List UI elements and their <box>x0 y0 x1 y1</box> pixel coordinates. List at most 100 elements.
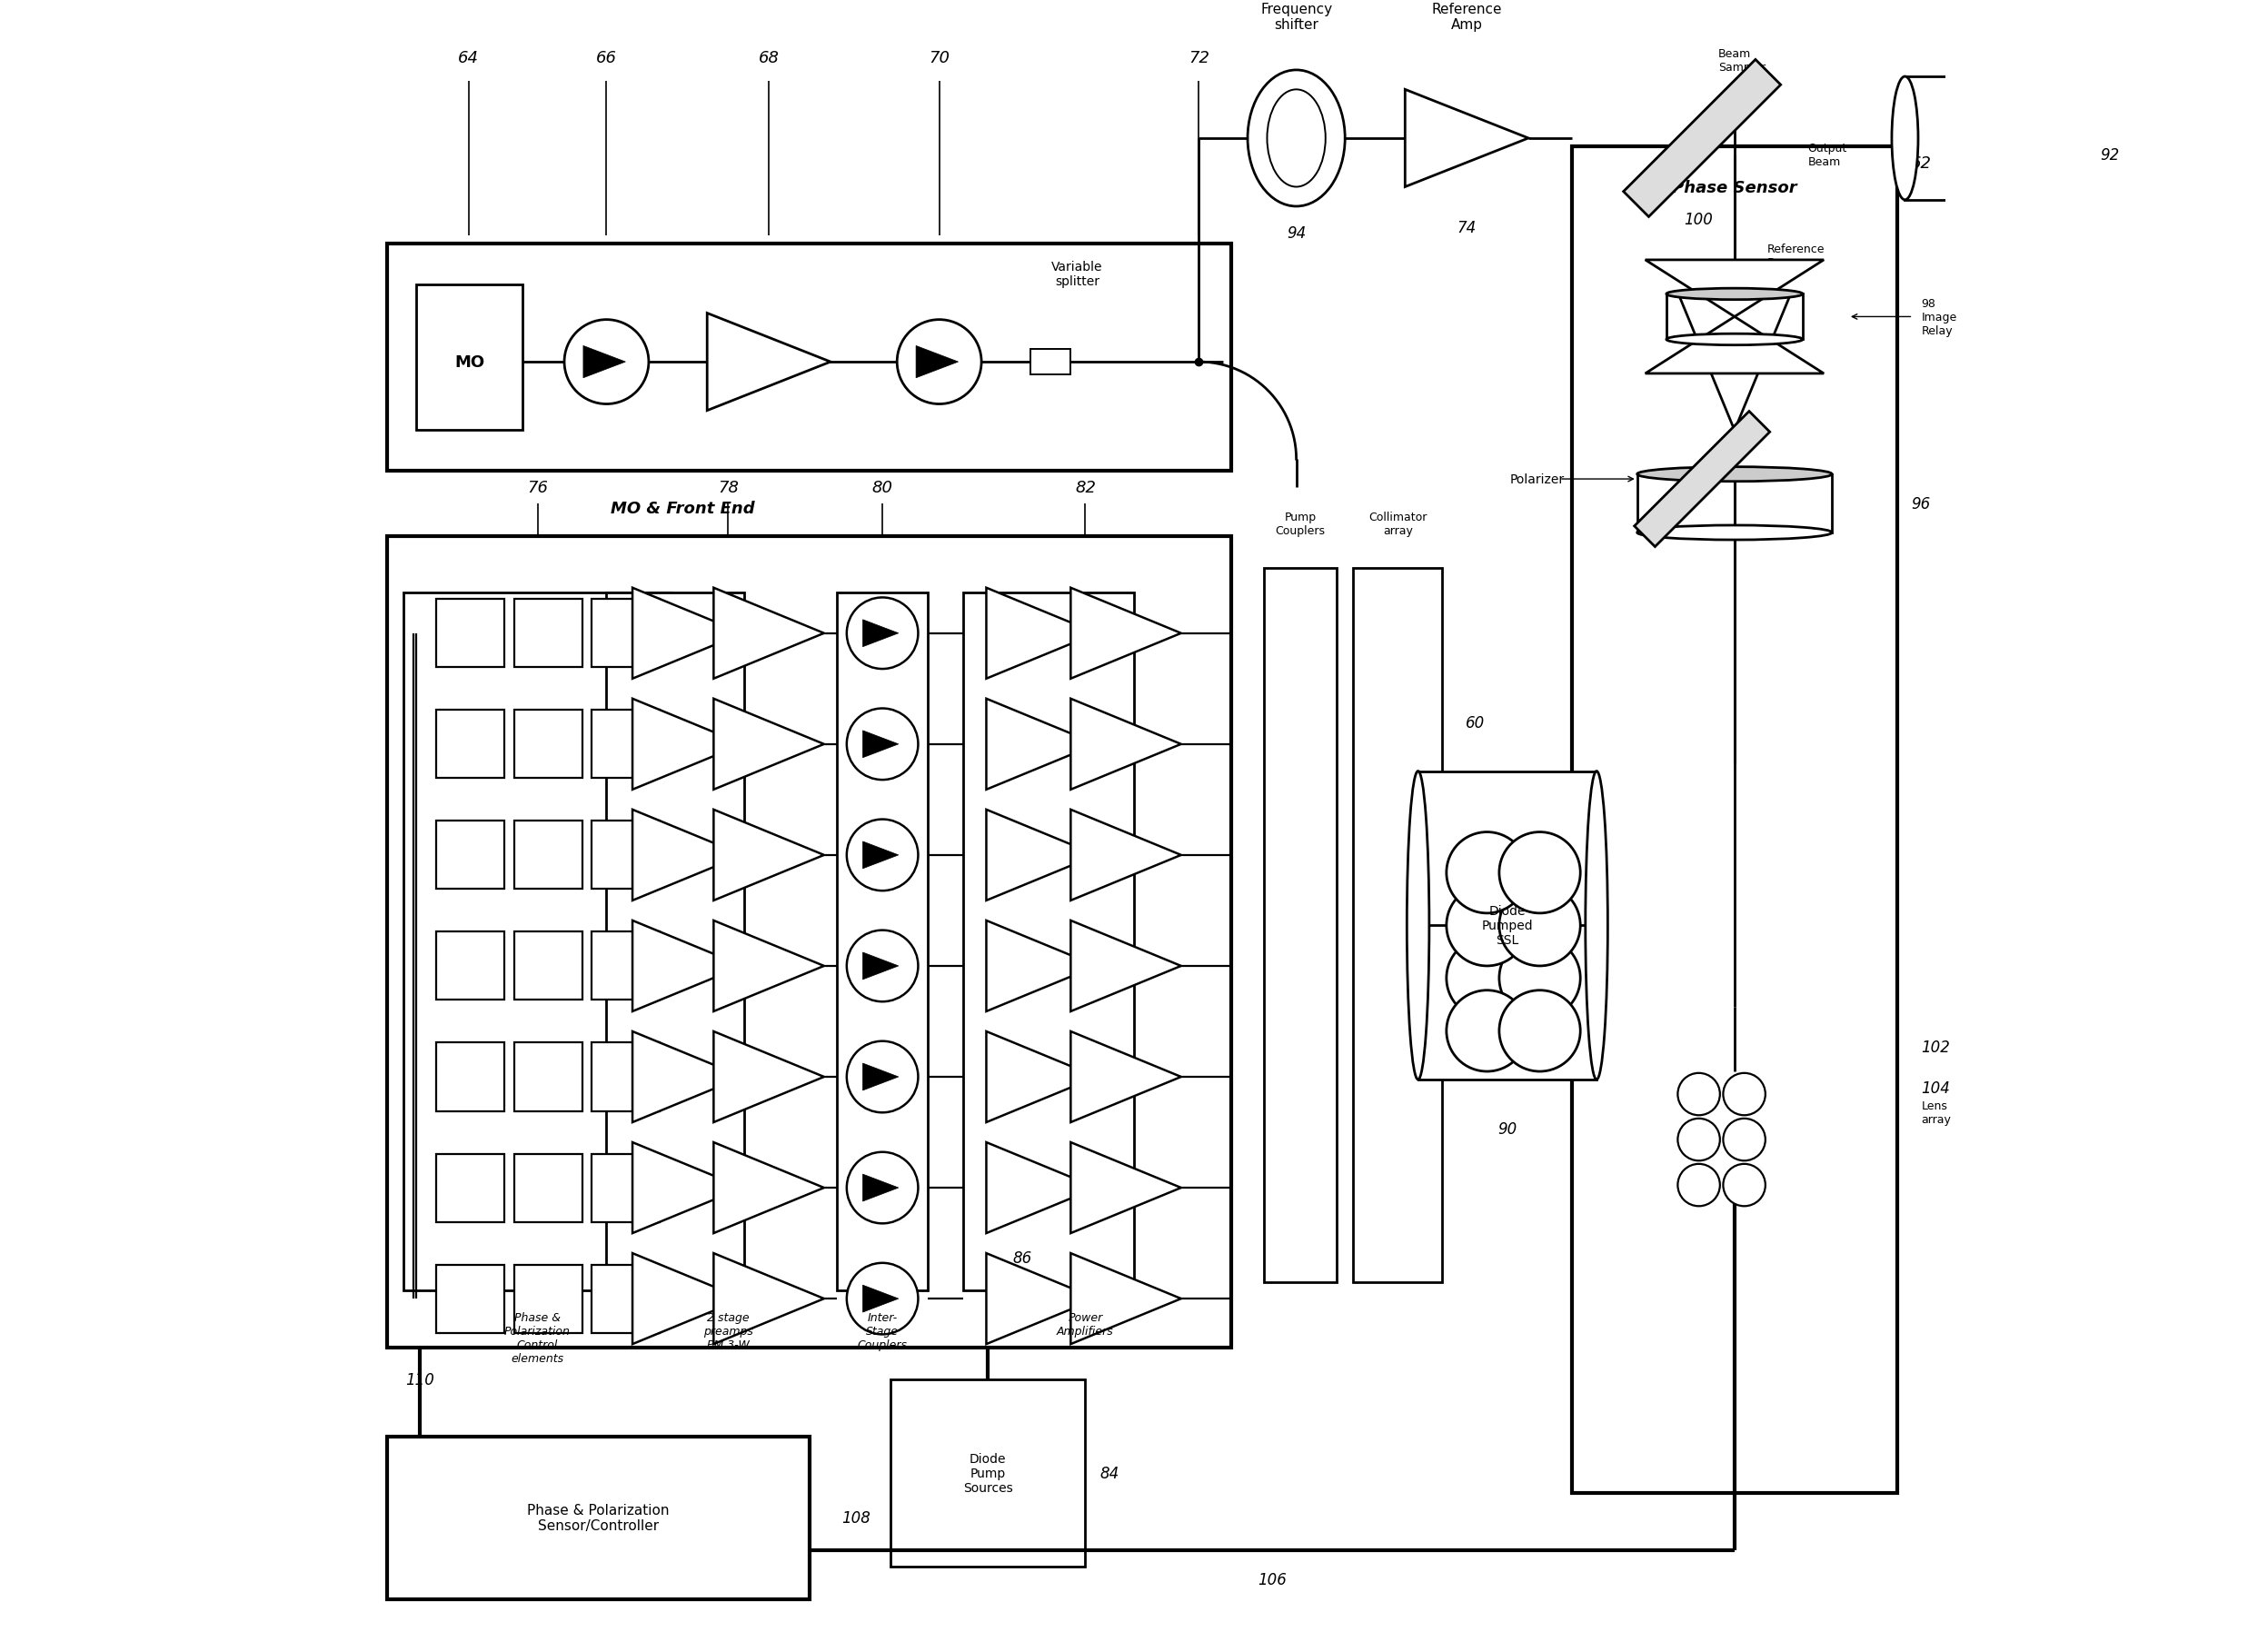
Bar <box>964 593 1134 1291</box>
Text: 60: 60 <box>1465 714 1486 731</box>
Text: Variable
splitter: Variable splitter <box>1052 261 1102 287</box>
Polygon shape <box>633 1031 744 1123</box>
Text: 94: 94 <box>1286 225 1306 241</box>
Bar <box>435 933 503 1000</box>
Text: 110: 110 <box>406 1371 435 1387</box>
Circle shape <box>565 320 649 404</box>
Polygon shape <box>987 1031 1098 1123</box>
Polygon shape <box>1070 588 1182 680</box>
Polygon shape <box>583 346 626 378</box>
Polygon shape <box>916 346 957 378</box>
Bar <box>515 599 583 668</box>
Text: 86: 86 <box>1012 1250 1032 1266</box>
Polygon shape <box>714 921 823 1011</box>
Polygon shape <box>708 314 830 410</box>
Circle shape <box>846 1153 919 1223</box>
Polygon shape <box>1070 699 1182 790</box>
Text: 100: 100 <box>1685 212 1712 228</box>
Text: Collimator
array: Collimator array <box>1368 511 1427 537</box>
Bar <box>435 1154 503 1222</box>
Circle shape <box>1447 990 1529 1072</box>
Bar <box>404 593 671 1291</box>
Polygon shape <box>714 1253 823 1345</box>
Bar <box>592 1043 660 1112</box>
Bar <box>1263 568 1336 1282</box>
Text: 88: 88 <box>1458 846 1479 862</box>
Polygon shape <box>987 588 1098 680</box>
Polygon shape <box>1070 1031 1182 1123</box>
Polygon shape <box>862 731 898 759</box>
Ellipse shape <box>1637 468 1833 483</box>
Ellipse shape <box>1892 77 1919 200</box>
Circle shape <box>1499 938 1581 1020</box>
Circle shape <box>1447 885 1529 965</box>
Polygon shape <box>714 699 823 790</box>
Polygon shape <box>862 952 898 980</box>
Text: Power
Amplifiers: Power Amplifiers <box>1057 1312 1114 1337</box>
Bar <box>435 1264 503 1333</box>
Text: 68: 68 <box>758 49 780 66</box>
Polygon shape <box>1406 90 1529 187</box>
Bar <box>435 711 503 778</box>
Text: Phase &
Polarization
Control
elements: Phase & Polarization Control elements <box>503 1312 572 1365</box>
Ellipse shape <box>1667 335 1803 346</box>
Ellipse shape <box>1585 772 1608 1080</box>
Polygon shape <box>1635 412 1769 547</box>
Text: 102: 102 <box>1921 1039 1950 1056</box>
Circle shape <box>846 709 919 780</box>
Circle shape <box>1499 885 1581 965</box>
Text: 70: 70 <box>930 49 950 66</box>
Circle shape <box>1678 1164 1719 1207</box>
Text: 96: 96 <box>1912 496 1930 512</box>
Circle shape <box>846 931 919 1002</box>
Polygon shape <box>1644 317 1823 374</box>
Bar <box>515 933 583 1000</box>
Text: 76: 76 <box>526 479 549 496</box>
Text: Phase Sensor: Phase Sensor <box>1672 179 1796 195</box>
Bar <box>1418 772 1597 1080</box>
Text: Frequency
shifter: Frequency shifter <box>1261 3 1331 31</box>
Polygon shape <box>633 1143 744 1233</box>
Circle shape <box>1724 1118 1765 1161</box>
Bar <box>592 1264 660 1333</box>
Circle shape <box>846 1041 919 1113</box>
Text: 98
Image
Relay: 98 Image Relay <box>1921 297 1957 337</box>
Bar <box>1637 475 1833 534</box>
Ellipse shape <box>2102 77 2130 200</box>
Circle shape <box>1678 1074 1719 1115</box>
Bar <box>1030 350 1070 376</box>
Text: Output
Beam: Output Beam <box>1808 143 1846 167</box>
Circle shape <box>846 598 919 670</box>
Polygon shape <box>714 1031 823 1123</box>
Bar <box>515 711 583 778</box>
Circle shape <box>1499 832 1581 913</box>
Polygon shape <box>862 1064 898 1090</box>
Text: 106: 106 <box>1256 1571 1286 1588</box>
Bar <box>1572 148 1896 1494</box>
Polygon shape <box>633 921 744 1011</box>
Polygon shape <box>1070 1253 1182 1345</box>
Text: Inter-
Stage
Couplers: Inter- Stage Couplers <box>857 1312 907 1351</box>
Bar <box>388 1437 810 1599</box>
Polygon shape <box>714 588 823 680</box>
Polygon shape <box>1644 261 1823 317</box>
Polygon shape <box>987 699 1098 790</box>
Polygon shape <box>1624 61 1780 217</box>
Text: 84: 84 <box>1100 1465 1120 1481</box>
Ellipse shape <box>1667 289 1803 300</box>
Text: 92: 92 <box>2100 146 2118 163</box>
Polygon shape <box>1678 292 1792 430</box>
Text: Lens
array: Lens array <box>1921 1100 1950 1125</box>
Text: 66: 66 <box>596 49 617 66</box>
Circle shape <box>846 819 919 892</box>
Text: 62: 62 <box>1910 154 1932 171</box>
Bar <box>515 1264 583 1333</box>
Bar <box>592 711 660 778</box>
Polygon shape <box>633 699 744 790</box>
Text: Diode
Pumped
SSL: Diode Pumped SSL <box>1481 905 1533 947</box>
Bar <box>388 245 1232 471</box>
Polygon shape <box>1070 810 1182 901</box>
Polygon shape <box>714 1143 823 1233</box>
Text: Polarizer: Polarizer <box>1510 473 1565 486</box>
Bar <box>592 821 660 890</box>
